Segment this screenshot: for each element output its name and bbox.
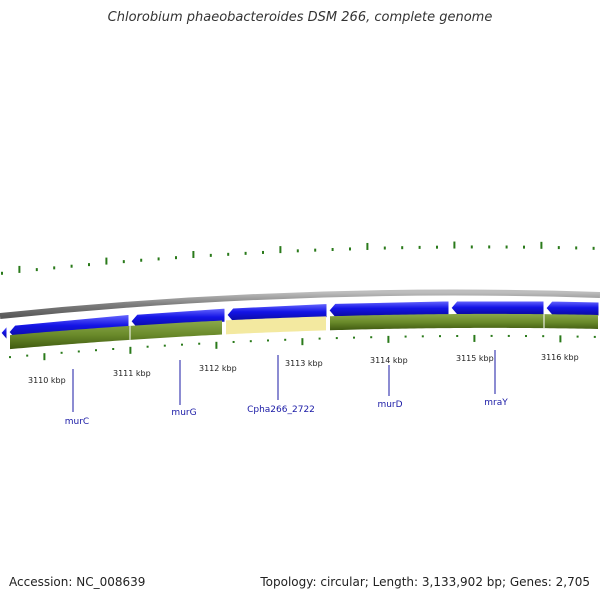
feature-track	[10, 313, 598, 350]
gene-arrow	[545, 300, 600, 317]
highlighted-segment	[226, 316, 326, 335]
gene-label-murG[interactable]: murG	[171, 408, 196, 418]
accession-text: Accession: NC_008639	[9, 575, 146, 589]
tick-label-3112: 3112 kbp	[199, 364, 237, 373]
gene-label-murD[interactable]: murD	[377, 400, 402, 410]
tick-label-3111: 3111 kbp	[113, 369, 151, 378]
tick-label-3115: 3115 kbp	[456, 354, 494, 363]
feature-segment	[330, 313, 598, 331]
gene-callout-mraY[interactable]: mraY	[484, 350, 508, 408]
genome-title: Chlorobium phaeobacteroides DSM 266, com…	[107, 10, 493, 25]
genome-summary-text: Topology: circular; Length: 3,133,902 bp…	[260, 575, 590, 589]
tick-label-3110: 3110 kbp	[28, 376, 66, 385]
gene-callout-murC[interactable]: murC	[65, 369, 89, 427]
gene-arrow	[450, 300, 545, 316]
tick-label-3113: 3113 kbp	[285, 359, 323, 368]
tick-label-3116: 3116 kbp	[541, 353, 579, 362]
gene-label-murC[interactable]: murC	[65, 417, 89, 427]
tick-label-3114: 3114 kbp	[370, 356, 408, 365]
scale-ticks	[9, 334, 596, 361]
gene-label-mraY[interactable]: mraY	[484, 398, 508, 408]
genome-backbone	[0, 289, 600, 319]
feature-segment	[10, 320, 222, 350]
gene-callout-Cpha266_2722[interactable]: Cpha266_2722	[247, 355, 315, 415]
gene-callout-murD[interactable]: murD	[377, 365, 403, 410]
gene-label-Cpha266_2722[interactable]: Cpha266_2722	[247, 405, 315, 415]
gene-callout-murG[interactable]: murG	[171, 360, 197, 418]
gene-arrow	[0, 325, 8, 342]
gc-skew-ticks	[1, 241, 595, 275]
